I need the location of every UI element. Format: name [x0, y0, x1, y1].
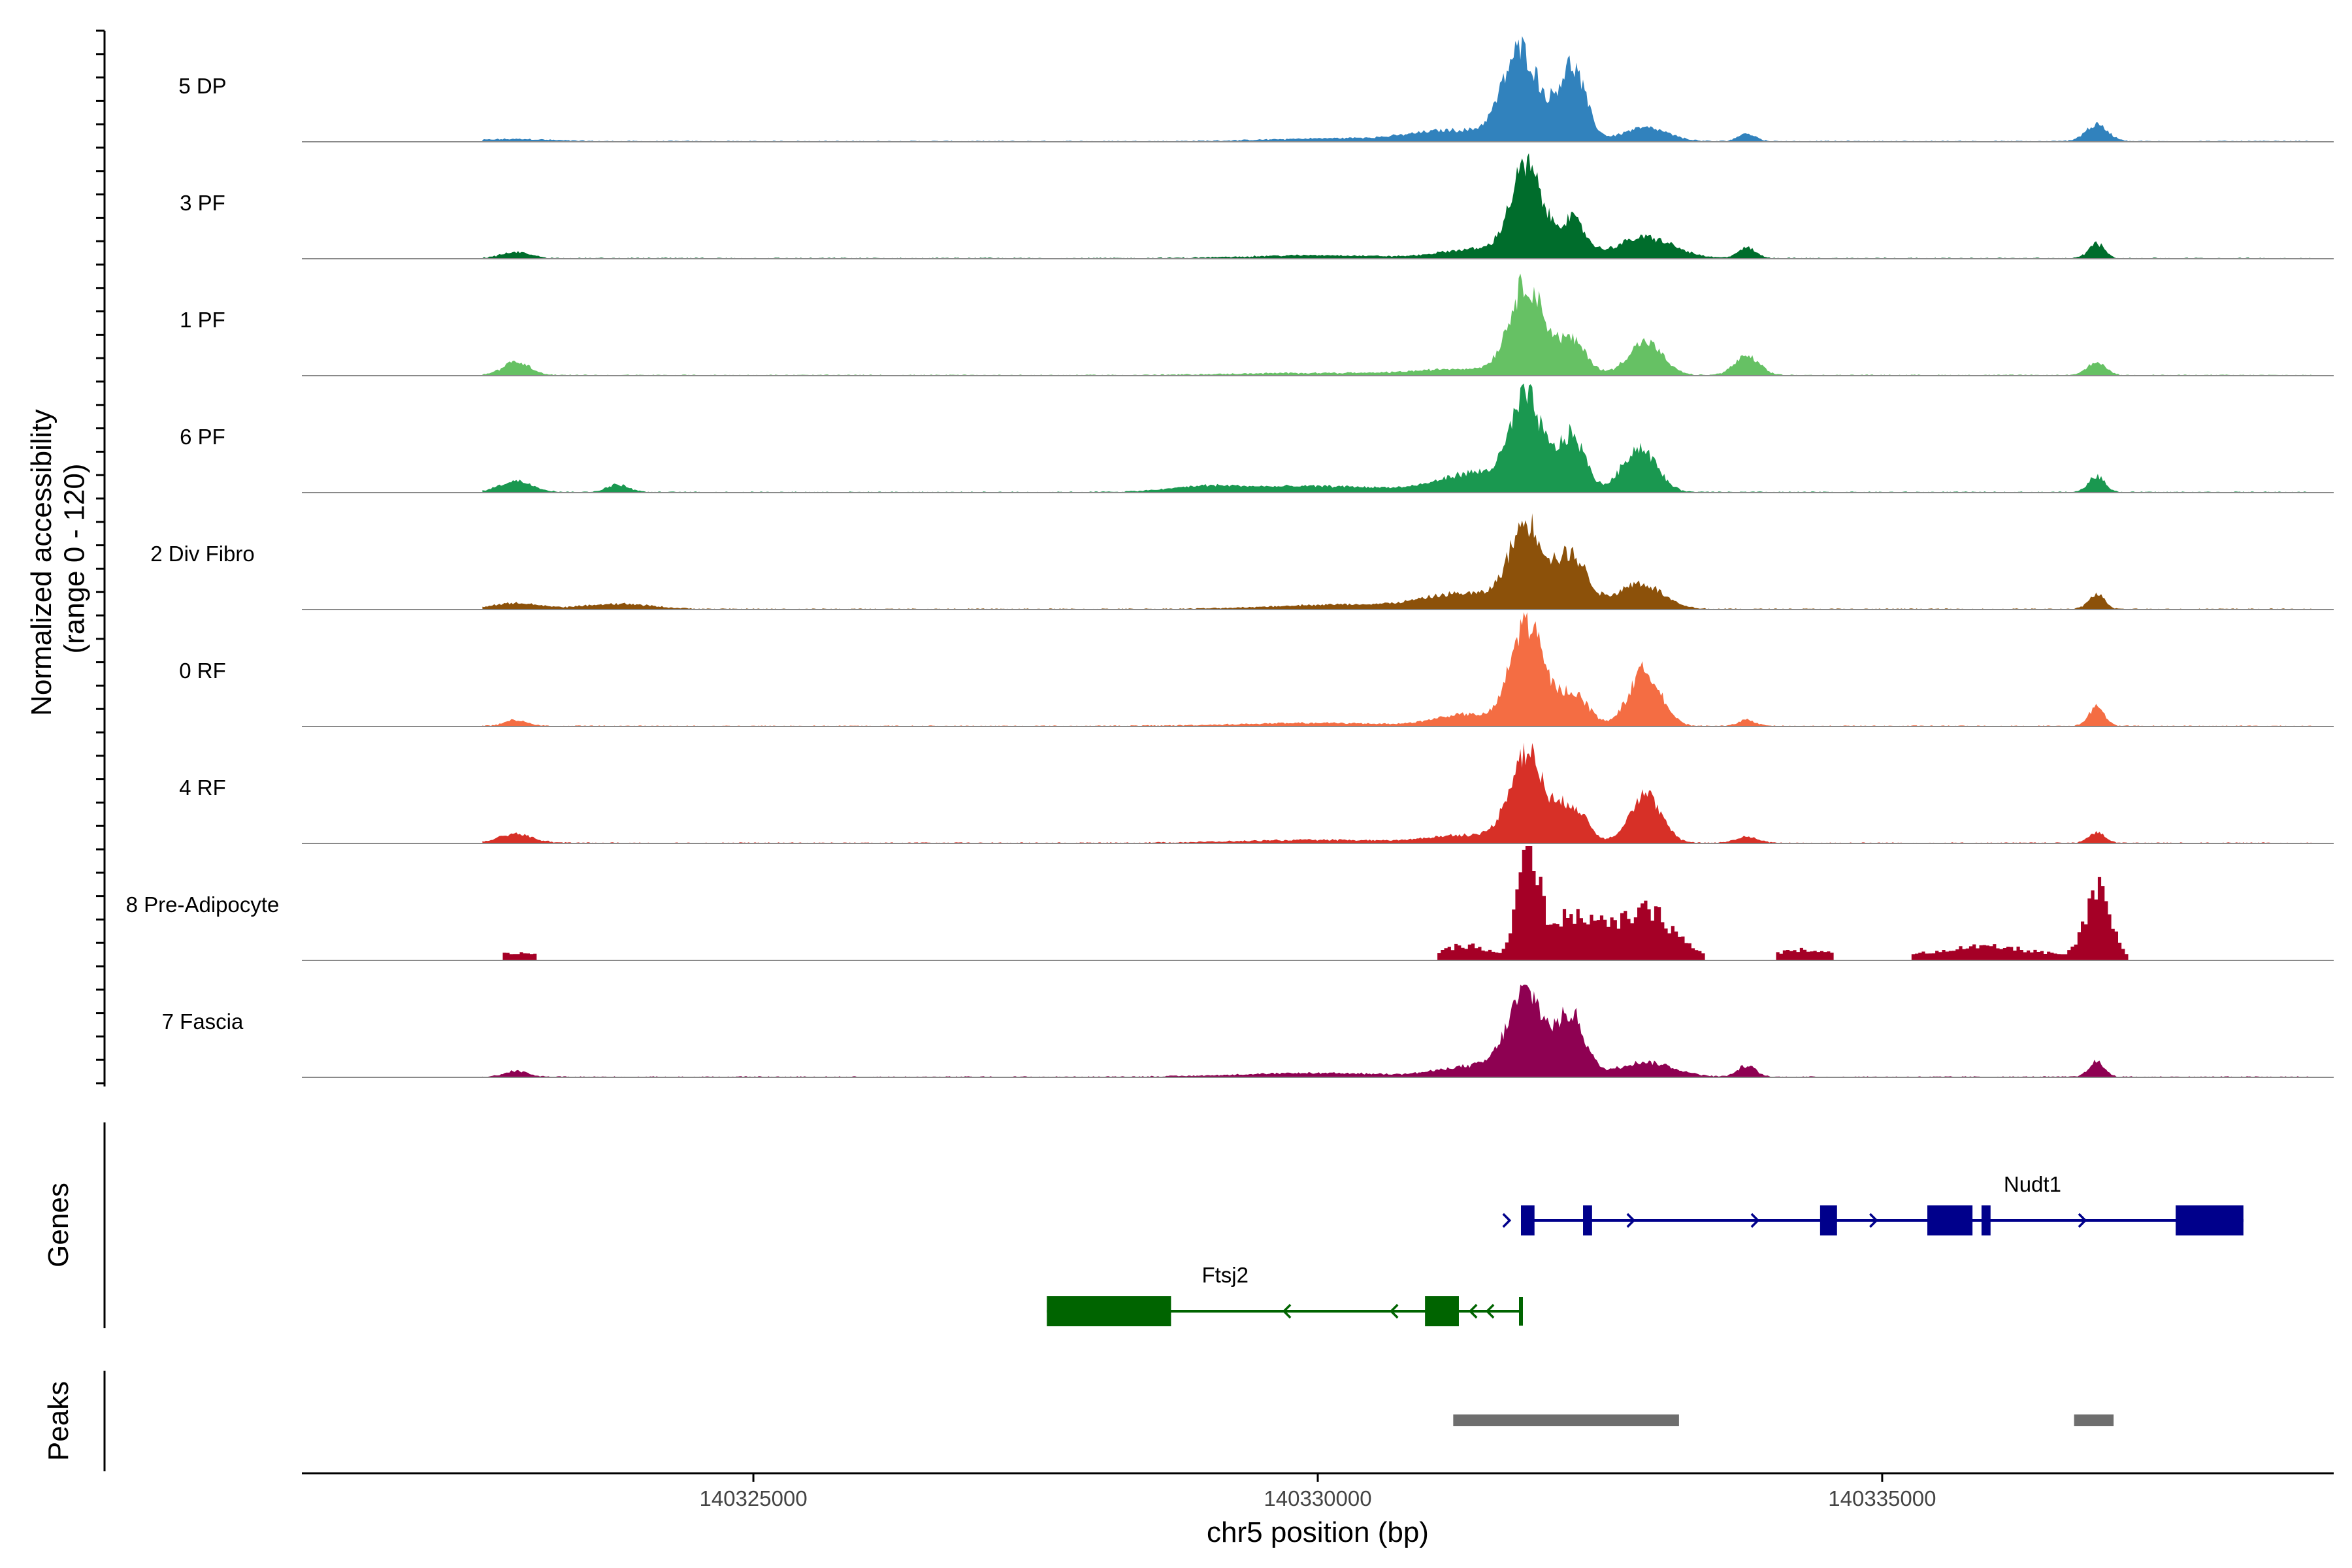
- x-tick-label: 140325000: [700, 1486, 808, 1511]
- x-axis-title: chr5 position (bp): [1207, 1516, 1429, 1548]
- strand-arrow: [1750, 1213, 1760, 1228]
- genes-panel-title: Genes: [42, 1183, 74, 1267]
- gene-exon: [2176, 1205, 2244, 1235]
- coverage-signal: [482, 742, 2311, 843]
- x-tick-label: 140330000: [1264, 1486, 1371, 1511]
- x-tick-label: 140335000: [1828, 1486, 1936, 1511]
- coverage-y-axis-title-line-1: Normalized accessibility: [25, 409, 57, 715]
- strand-arrow: [1626, 1213, 1636, 1228]
- coverage-signal: [482, 153, 2311, 259]
- strand-arrow: [2078, 1213, 2087, 1228]
- coverage-track-8-pre-adipocyte: 8 Pre-Adipocyte: [126, 846, 2334, 961]
- coverage-signal: [482, 273, 2311, 376]
- gene-exon: [1981, 1205, 1991, 1235]
- x-axis-ticks: 140325000 140330000 140335000: [700, 1473, 1936, 1511]
- peak-regions: [1453, 1414, 2114, 1426]
- coverage-signal: [482, 513, 2311, 610]
- gene-name-label: Nudt1: [2004, 1172, 2061, 1196]
- gene-exon: [1425, 1296, 1459, 1326]
- gene-nudt1: Nudt1: [1502, 1172, 2244, 1235]
- coverage-track-0-rf: 0 RF: [179, 612, 2334, 727]
- coverage-track-3-pf: 3 PF: [180, 153, 2334, 259]
- strand-arrow: [1485, 1303, 1495, 1319]
- coverage-track-4-rf: 4 RF: [179, 742, 2334, 844]
- peak-region: [2074, 1414, 2114, 1426]
- coverage-signal: [482, 846, 2311, 960]
- strand-arrow: [1389, 1303, 1399, 1319]
- coverage-track-6-pf: 6 PF: [180, 384, 2334, 493]
- track-label: 6 PF: [180, 425, 225, 449]
- gene-name-label: Ftsj2: [1201, 1263, 1249, 1287]
- gene-exon: [1820, 1205, 1837, 1235]
- strand-arrow: [1282, 1303, 1292, 1319]
- gene-exon: [1047, 1296, 1171, 1326]
- peak-region: [1453, 1414, 1679, 1426]
- track-label: 0 RF: [179, 659, 226, 683]
- gene-models: Nudt1 Ftsj2: [1047, 1172, 2244, 1326]
- coverage-track-2-div-fibro: 2 Div Fibro: [150, 513, 2334, 610]
- coverage-track-7-fascia: 7 Fascia: [162, 985, 2334, 1078]
- peaks-panel: Peaks: [42, 1371, 2114, 1471]
- gene-exon: [1521, 1205, 1535, 1235]
- genes-panel: Genes Nudt1 Ftsj2: [42, 1122, 2244, 1328]
- peaks-panel-title: Peaks: [42, 1381, 74, 1461]
- strand-arrow: [1502, 1213, 1512, 1228]
- track-label: 5 DP: [178, 74, 226, 98]
- coverage-track-5-dp: 5 DP: [178, 36, 2334, 142]
- coverage-signal: [482, 36, 2311, 142]
- gene-exon: [1583, 1205, 1592, 1235]
- track-label: 8 Pre-Adipocyte: [126, 892, 280, 917]
- track-label: 2 Div Fibro: [150, 542, 255, 566]
- x-axis: 140325000 140330000 140335000 chr5 positio…: [302, 1472, 2334, 1548]
- coverage-signal: [482, 612, 2311, 727]
- coverage-y-axis-title-line-2: (range 0 - 120): [59, 463, 91, 653]
- coverage-y-axis: [96, 29, 106, 1086]
- coverage-track-1-pf: 1 PF: [180, 273, 2334, 376]
- track-label: 4 RF: [179, 776, 226, 800]
- track-label: 7 Fascia: [162, 1009, 244, 1034]
- track-label: 3 PF: [180, 191, 225, 215]
- gene-exon: [1927, 1205, 1973, 1235]
- coverage-signal: [482, 384, 2311, 493]
- strand-arrow: [1869, 1213, 1878, 1228]
- coverage-tracks: 5 DP 3 PF 1 PF 6 PF 2 Div Fibro 0 RF 4 RF 8 Pre…: [126, 36, 2334, 1078]
- track-label: 1 PF: [180, 308, 225, 332]
- coverage-signal: [482, 985, 2311, 1077]
- gene-ftsj2: Ftsj2: [1047, 1263, 1523, 1326]
- strand-arrow: [1468, 1303, 1478, 1319]
- coverage-y-axis-title: Normalized accessibility (range 0 - 120): [25, 401, 91, 716]
